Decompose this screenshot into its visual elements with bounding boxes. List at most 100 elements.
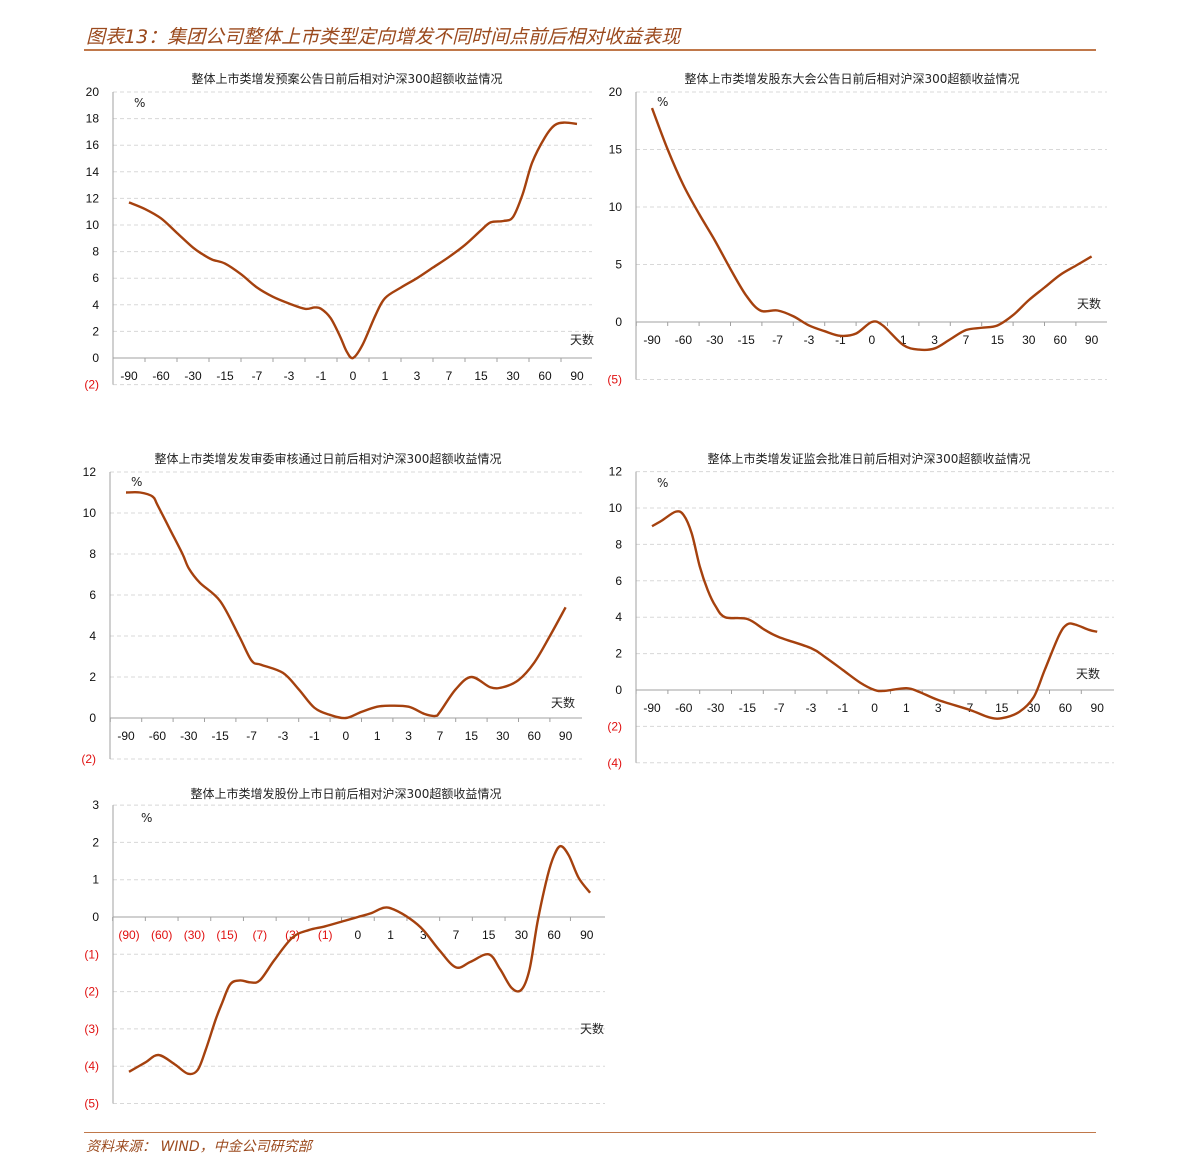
y-tick-label: (5) [607, 373, 622, 387]
x-tick-label: 90 [1085, 333, 1099, 347]
x-tick-label: 0 [350, 369, 357, 383]
y-tick-label: 12 [83, 465, 97, 479]
y-tick-label: 6 [615, 574, 622, 588]
y-tick-label: 1 [92, 873, 99, 887]
x-tick-label: 90 [580, 928, 594, 942]
source-note: 资料来源： WIND，中金公司研究部 [86, 1139, 312, 1155]
y-tick-label: 6 [89, 588, 96, 602]
y-tick-label: 10 [609, 200, 623, 214]
x-tick-label: 0 [871, 701, 878, 715]
x-tick-label: 3 [420, 928, 427, 942]
source-rule [84, 1132, 1096, 1133]
x-tick-label: -60 [152, 369, 170, 383]
y-tick-label: 0 [615, 683, 622, 697]
y-tick-label: 18 [86, 112, 100, 126]
y-tick-label: (2) [84, 378, 99, 392]
chart-title: 整体上市类增发股份上市日前后相对沪深300超额收益情况 [191, 786, 502, 801]
figure-title: 图表13：集团公司整体上市类型定向增发不同时间点前后相对收益表现 [86, 26, 681, 48]
x-tick-label: 30 [515, 928, 529, 942]
x-tick-label: -1 [316, 369, 327, 383]
x-tick-label: 15 [474, 369, 488, 383]
y-tick-label: 20 [609, 85, 623, 99]
x-tick-label: 1 [382, 369, 389, 383]
y-tick-label: 2 [92, 324, 99, 338]
x-tick-label: 60 [538, 369, 552, 383]
series-line [128, 121, 578, 360]
y-tick-label: 2 [615, 647, 622, 661]
y-tick-label: 4 [92, 298, 99, 312]
x-tick-label: 7 [446, 369, 453, 383]
chart-3: 整体上市类增发发审委审核通过日前后相对沪深300超额收益情况(2)0246810… [81, 451, 582, 766]
x-tick-label: 90 [570, 369, 584, 383]
y-unit-label: % [141, 811, 152, 825]
chart-5: 整体上市类增发股份上市日前后相对沪深300超额收益情况 (5) (4) (3) (2) (… [84, 786, 605, 1111]
y-tick-label: 10 [83, 506, 97, 520]
x-tick-label: -30 [180, 729, 198, 743]
y-tick-label: 12 [609, 465, 623, 479]
title-rule [84, 49, 1096, 51]
chart-title: 整体上市类增发预案公告日前后相对沪深300超额收益情况 [192, 71, 503, 86]
x-tick-label: -30 [707, 701, 725, 715]
x-tick-label: 15 [465, 729, 479, 743]
y-tick-label: (4) [84, 1059, 99, 1073]
x-tick-label: 60 [1059, 701, 1073, 715]
y-tick-label: (2) [84, 985, 99, 999]
y-tick-label: 0 [92, 910, 99, 924]
x-tick-label: 90 [1091, 701, 1105, 715]
x-tick-label: 1 [900, 333, 907, 347]
y-tick-label: 0 [89, 711, 96, 725]
x-tick-label: 30 [1027, 701, 1041, 715]
x-axis-label: 天数 [1076, 666, 1100, 681]
y-tick-label: 8 [615, 537, 622, 551]
x-tick-label: 15 [482, 928, 496, 942]
chart-2: 整体上市类增发股东大会公告日前后相对沪深300超额收益情况(5)05101520… [607, 71, 1107, 387]
x-tick-label: 7 [963, 333, 970, 347]
y-tick-label: 16 [86, 138, 100, 152]
y-tick-label: 4 [615, 610, 622, 624]
x-tick-label: 30 [506, 369, 520, 383]
x-tick-label: -3 [804, 333, 815, 347]
x-tick-label: -60 [149, 729, 167, 743]
x-tick-label: 7 [453, 928, 460, 942]
x-tick-label: -1 [309, 729, 320, 743]
x-tick-label: 30 [496, 729, 510, 743]
y-tick-label: (1) [84, 947, 99, 961]
y-tick-label: 0 [92, 351, 99, 365]
x-tick-label: 7 [437, 729, 444, 743]
x-tick-label: -3 [806, 701, 817, 715]
x-tick-label: -7 [772, 333, 783, 347]
y-tick-label: 20 [86, 85, 100, 99]
y-tick-label: 2 [89, 670, 96, 684]
y-tick-label: 4 [89, 629, 96, 643]
x-tick-label: -60 [675, 333, 693, 347]
y-tick-label: (5) [84, 1097, 99, 1111]
x-tick-label: -90 [120, 369, 138, 383]
y-tick-label: 8 [92, 245, 99, 259]
x-tick-label: (1) [318, 928, 333, 942]
y-unit-label: % [657, 95, 668, 109]
y-tick-label: 3 [92, 798, 99, 812]
chart-title: 整体上市类增发股东大会公告日前后相对沪深300超额收益情况 [685, 71, 1020, 86]
x-tick-label: 3 [405, 729, 412, 743]
x-tick-label: -3 [278, 729, 289, 743]
x-tick-label: -1 [835, 333, 846, 347]
x-tick-label: -15 [738, 333, 756, 347]
y-tick-label: (4) [607, 756, 622, 770]
y-tick-label: 8 [89, 547, 96, 561]
y-tick-label: (2) [607, 719, 622, 733]
y-tick-label: 5 [615, 258, 622, 272]
x-tick-label: 90 [559, 729, 573, 743]
x-tick-label: -1 [837, 701, 848, 715]
x-tick-label: -15 [739, 701, 757, 715]
series-line [128, 844, 592, 1076]
x-tick-label: (3) [285, 928, 300, 942]
x-tick-label: (30) [184, 928, 205, 942]
x-axis-label: 天数 [1077, 296, 1101, 311]
y-tick-label: 0 [615, 315, 622, 329]
x-tick-label: -15 [216, 369, 234, 383]
x-axis-label: 天数 [580, 1021, 604, 1036]
x-tick-label: 3 [935, 701, 942, 715]
x-axis-label: 天数 [551, 695, 575, 710]
